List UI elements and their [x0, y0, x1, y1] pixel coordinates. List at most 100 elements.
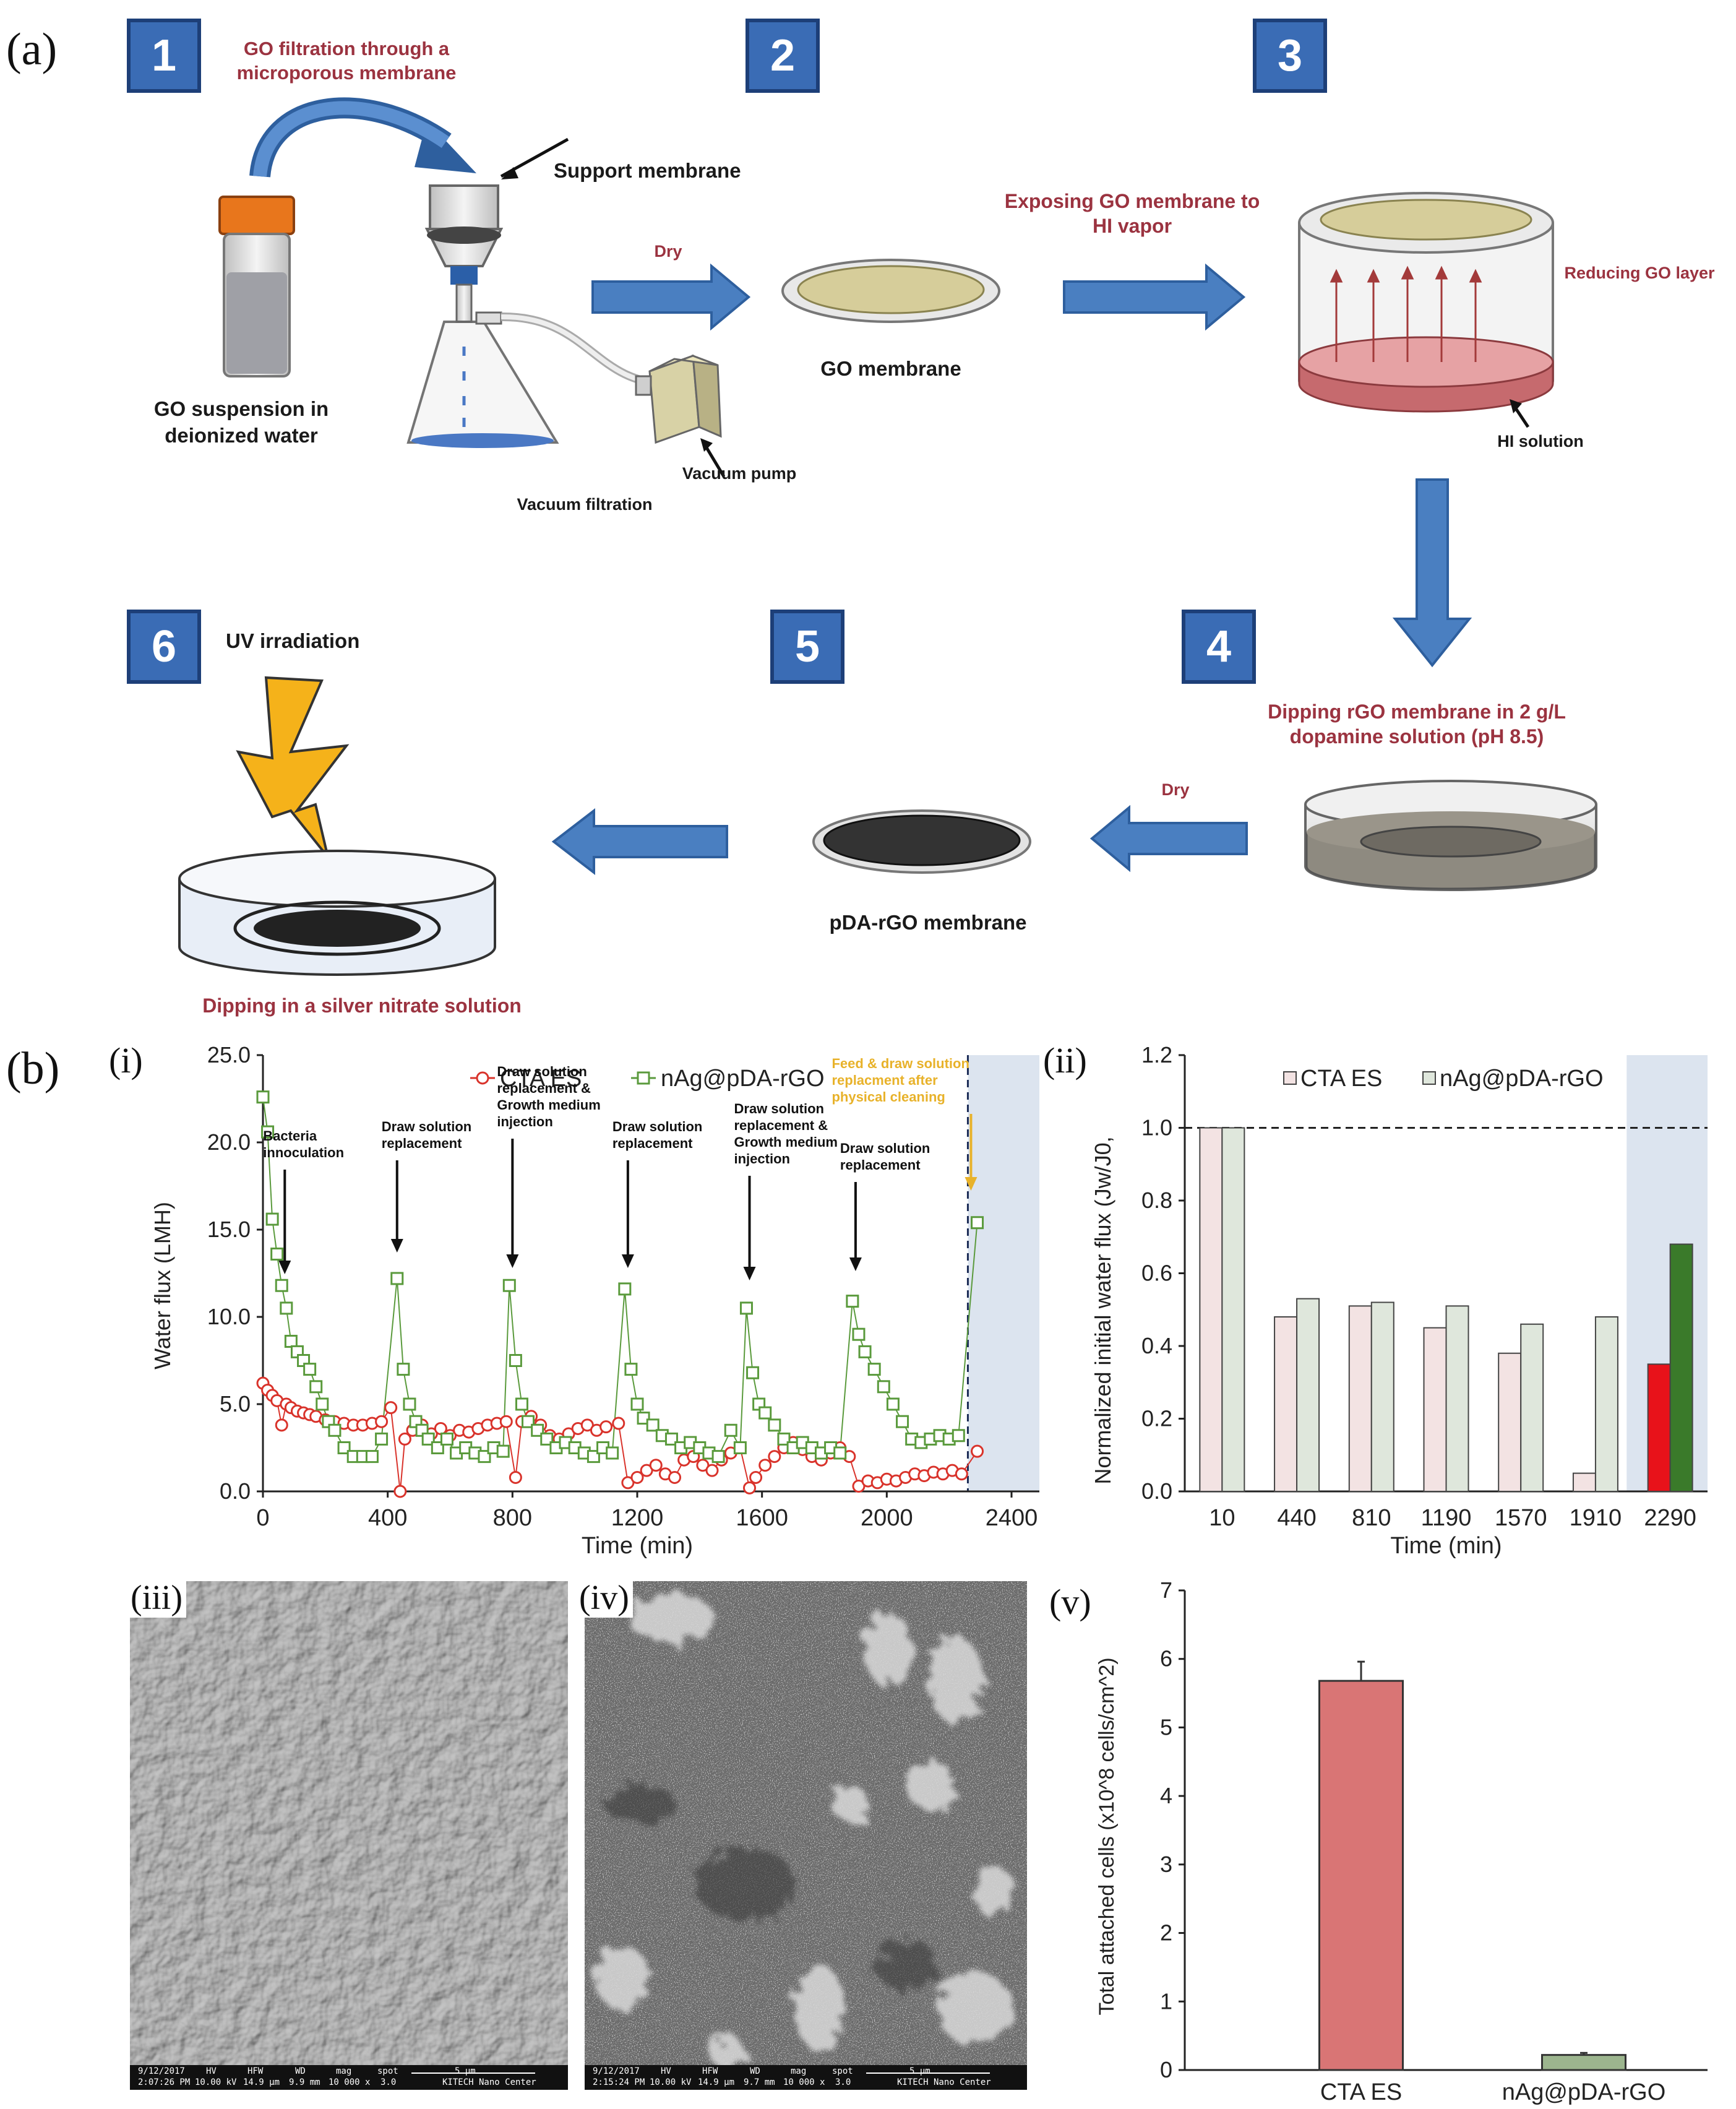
- sem-spot-header: spot: [377, 2066, 398, 2076]
- data-point-cta: [705, 1464, 719, 1477]
- arrow-left-icon: [551, 808, 728, 876]
- y-tick-label: 0.0: [1141, 1478, 1172, 1504]
- data-point-nag: [478, 1450, 491, 1464]
- annotation-label: Draw solution replacement & Growth medium i…: [734, 1101, 838, 1167]
- x-axis-label: Time (min): [582, 1533, 693, 1559]
- sem-footer-left: 9/12/2017 2:07:26 PM HV 10.00 kV HFW 14.…: [133, 2065, 566, 2090]
- x-tick-label: 2400: [986, 1505, 1038, 1531]
- y-tick-label: 3: [1160, 1852, 1172, 1877]
- data-point-nag: [275, 1279, 288, 1292]
- data-point-cta: [971, 1444, 984, 1458]
- data-point-nag: [509, 1354, 522, 1367]
- data-point-nag: [496, 1444, 510, 1458]
- data-point-nag: [746, 1366, 760, 1379]
- data-point-nag: [630, 1397, 644, 1411]
- y-tick-label: 0.8: [1141, 1188, 1172, 1213]
- annotation-label: Feed & draw solution replacment after phys…: [831, 1056, 969, 1105]
- bar-nag: [1221, 1127, 1245, 1492]
- chart-water-flux: 0.0 5.0 10.0 15.0 20.0 25.0 0 400 800 1200 1600 200…: [150, 1042, 1039, 1559]
- arrow-right-icon: [591, 263, 751, 331]
- y-tick-label: 25.0: [207, 1042, 251, 1067]
- label-hi-solution: HI solution: [1497, 432, 1584, 451]
- shaded-region: [968, 1055, 1039, 1491]
- y-tick-label: 5: [1160, 1714, 1172, 1740]
- sem-hfw-header: HFW: [247, 2066, 264, 2076]
- label-reducing-go: Reducing GO layer: [1564, 264, 1715, 282]
- arrow-down-icon: [1392, 478, 1472, 668]
- step-4-badge: 4: [1182, 610, 1256, 684]
- y-tick-label: 0.2: [1141, 1406, 1172, 1431]
- legend-label-nag: nAg@pDA-rGO: [1440, 1066, 1604, 1092]
- data-point-nag: [256, 1090, 270, 1104]
- y-tick-label: 5.0: [220, 1391, 251, 1417]
- arrow-left-icon: [1089, 804, 1248, 873]
- data-point-cta: [612, 1417, 625, 1430]
- y-tick-label: 20.0: [207, 1129, 251, 1155]
- panel-label-v: (v): [1046, 1581, 1095, 1623]
- data-point-nag: [724, 1423, 737, 1437]
- data-point-nag: [758, 1406, 772, 1420]
- sem-footer-right: 9/12/2017 2:15:24 PM HV 10.00 kV HFW 14.…: [588, 2065, 1024, 2090]
- x-tick-label: 2290: [1644, 1505, 1696, 1531]
- data-point-nag: [421, 1432, 435, 1446]
- legend-label-nag: nAg@pDA-rGO: [661, 1066, 825, 1092]
- sem-date: 9/12/2017: [593, 2066, 640, 2076]
- curved-arrow-icon: [249, 97, 476, 178]
- label-vacuum-filtration: Vacuum filtration: [517, 495, 653, 514]
- label-go-suspension: GO suspension in deionized water: [153, 397, 329, 447]
- bar: [1318, 1680, 1404, 2071]
- step-2-badge: 2: [746, 19, 820, 93]
- sem-hv-header: HV: [661, 2066, 671, 2076]
- bar-nag: [1520, 1323, 1544, 1492]
- x-tick-label: 440: [1277, 1505, 1316, 1531]
- arrow-right-icon: [1063, 263, 1246, 331]
- data-point-nag: [971, 1216, 984, 1230]
- bar-cta: [1498, 1352, 1522, 1492]
- sem-hfw: 14.9 μm: [698, 2077, 735, 2087]
- data-point-nag: [618, 1282, 632, 1296]
- x-tick-label: 1600: [736, 1505, 788, 1531]
- go-membrane-icon: [781, 259, 1000, 323]
- label-uv-irradiation: UV irradiation: [226, 629, 360, 652]
- x-tick-label: 800: [493, 1505, 532, 1531]
- data-point-nag: [867, 1363, 881, 1376]
- data-point-nag: [606, 1446, 619, 1460]
- annotation-label: Draw solution replacement & Growth medium i…: [497, 1064, 600, 1129]
- panel-label-a: (a): [6, 24, 58, 75]
- data-point-cta: [499, 1415, 513, 1428]
- y-tick-label: 2: [1160, 1920, 1172, 1946]
- panel-label-ii: (ii): [1039, 1040, 1091, 1081]
- sem-hfw: 14.9 μm: [243, 2077, 280, 2087]
- label-exposing-hi: Exposing GO membrane to HI vapor: [1004, 190, 1260, 237]
- bar-nag: [1370, 1301, 1394, 1492]
- panel-label-b: (b): [6, 1043, 60, 1094]
- data-point-nag: [403, 1397, 416, 1411]
- x-tick-label: CTA ES: [1320, 2079, 1402, 2105]
- sem-hv: 10.00 kV: [195, 2077, 237, 2087]
- sem-hv: 10.00 kV: [650, 2077, 692, 2087]
- vacuum-pump-icon: [635, 354, 726, 478]
- data-point-cta: [758, 1459, 772, 1472]
- bar-cta: [1423, 1327, 1447, 1492]
- legend-swatch-nag: [1422, 1071, 1436, 1085]
- y-axis-label: Normalized initial water flux (Jw/J0,: [1090, 1136, 1115, 1484]
- x-tick-label: 400: [368, 1505, 407, 1531]
- data-point-cta: [955, 1467, 968, 1481]
- sem-time: 2:15:24 PM: [593, 2077, 645, 2087]
- y-tick-label: 7: [1160, 1578, 1172, 1603]
- sem-spot-header: spot: [832, 2066, 853, 2076]
- label-vacuum-pump: Vacuum pump: [682, 464, 797, 483]
- data-point-cta: [668, 1470, 681, 1484]
- y-tick-label: 1: [1160, 1988, 1172, 2014]
- x-tick-label: 1910: [1570, 1505, 1622, 1531]
- sem-image-cta: [130, 1581, 568, 2090]
- data-point-nag: [261, 1125, 275, 1139]
- label-dipping-silver: Dipping in a silver nitrate solution: [202, 994, 522, 1017]
- y-tick-label: 0.6: [1141, 1261, 1172, 1286]
- annotation-arrowhead: [621, 1254, 634, 1268]
- x-tick-label: 0: [256, 1505, 269, 1531]
- fabrication-scheme: [178, 97, 1597, 976]
- y-tick-label: 4: [1160, 1783, 1172, 1808]
- annotation-arrowhead: [849, 1257, 862, 1271]
- data-point-nag: [768, 1418, 781, 1432]
